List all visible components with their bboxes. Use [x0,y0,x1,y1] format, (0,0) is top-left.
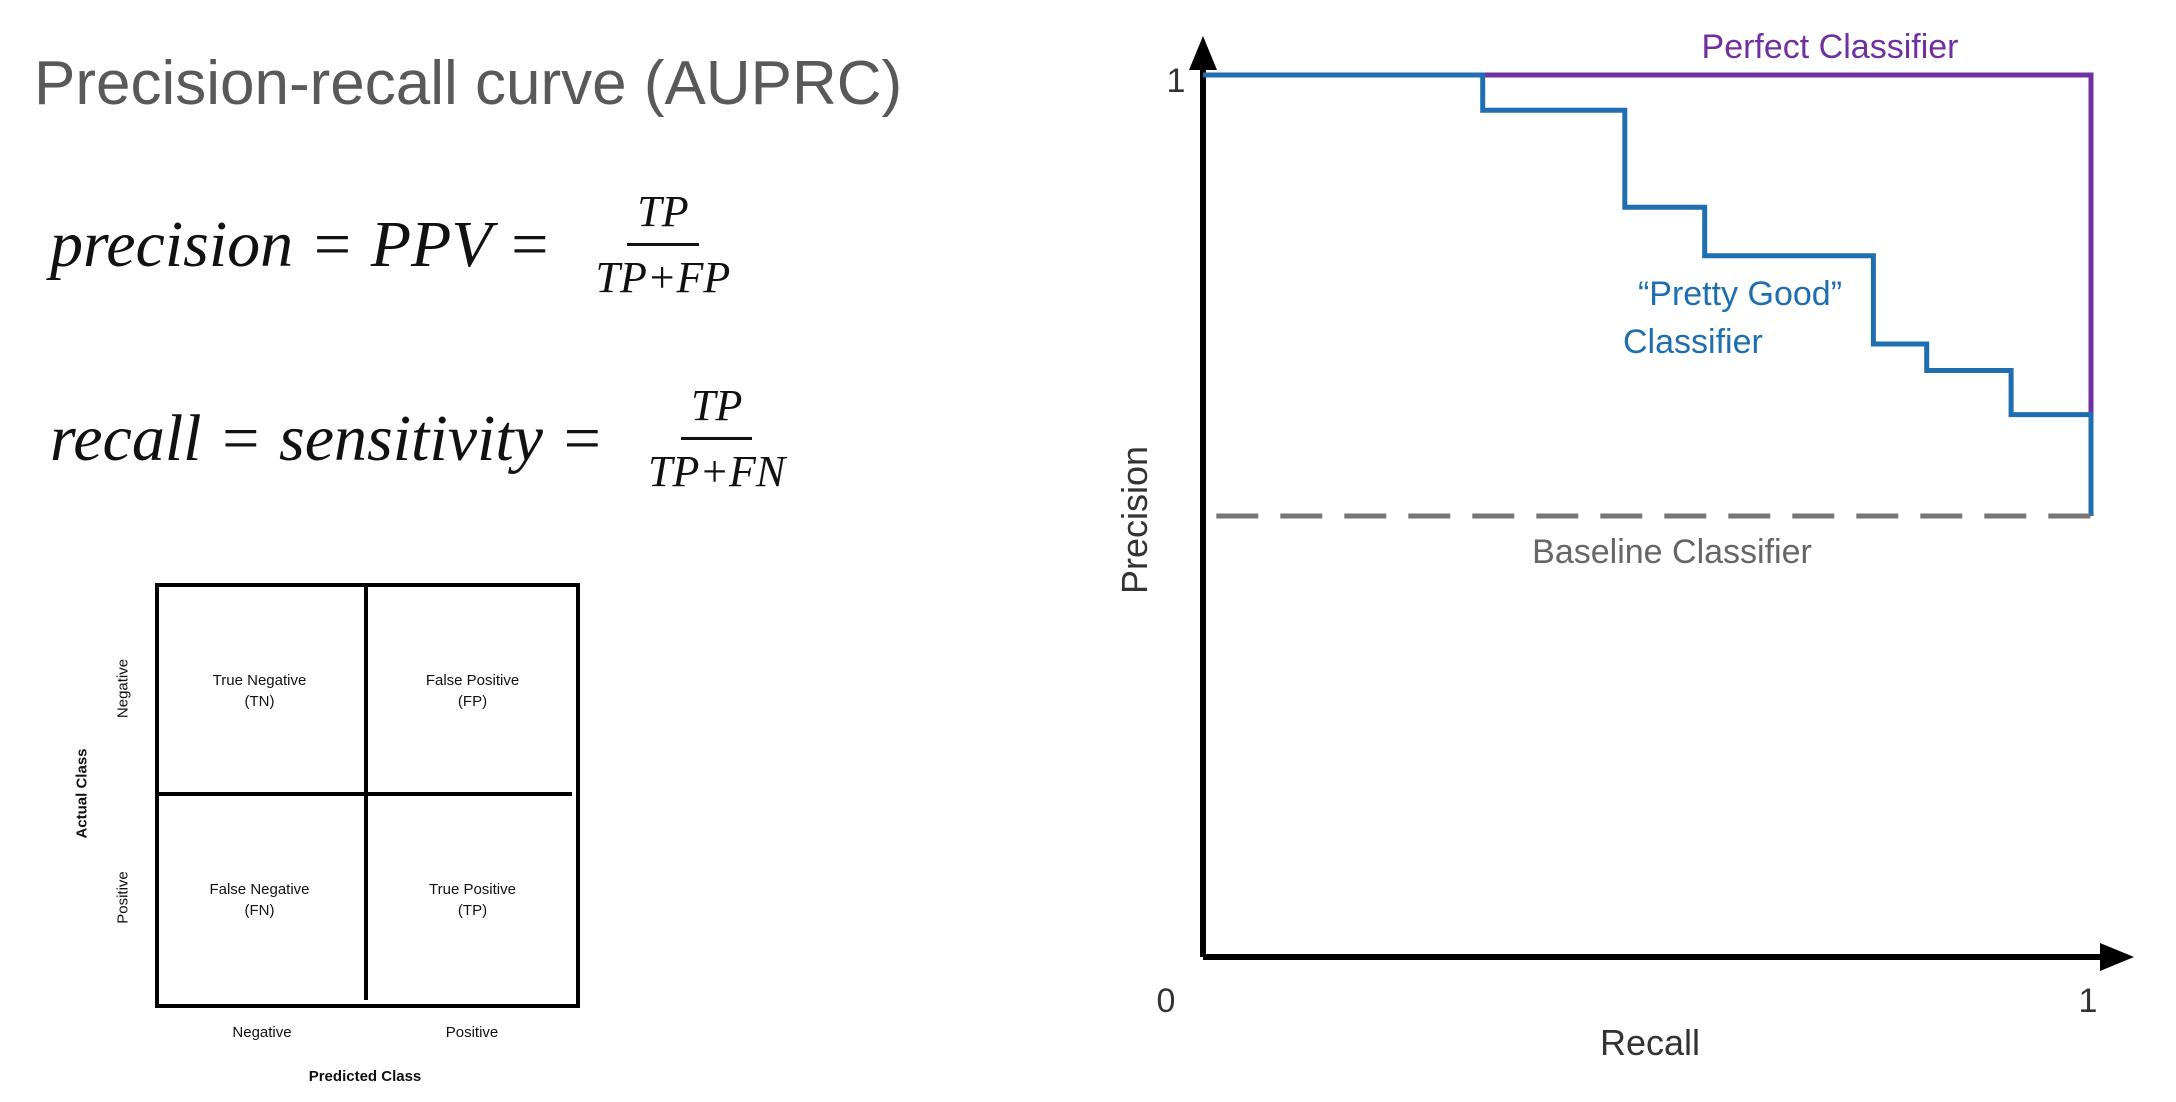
recall-fraction: TP TP+FN [638,380,795,497]
y-tick-label-1: 1 [1167,62,1186,100]
cell-false-positive-abbr: (FP) [457,693,488,710]
cell-false-positive-label: False Positive [425,672,520,689]
baseline-classifier-label: Baseline Classifier [1532,533,1812,571]
predicted-class-axis-title: Predicted Class [308,1068,422,1085]
pretty-good-classifier-line [1203,72,2094,516]
x-axis-title: Recall [1600,1022,1700,1063]
precision-fraction: TP TP+FP [586,186,741,303]
recall-formula: recall = sensitivity = TP TP+FN [50,380,795,497]
x-tick-label-0: 0 [1157,982,1176,1020]
recall-denominator: TP+FN [648,447,786,496]
confusion-matrix-divider-vertical [364,583,368,1000]
precision-numerator: TP [627,186,699,246]
recall-formula-lhs: recall = sensitivity = [50,401,605,475]
perfect-classifier-label: Perfect Classifier [1702,28,1959,66]
pretty-good-classifier-label-line1: “Pretty Good” [1638,275,1842,313]
col-label-positive: Positive [445,1024,499,1041]
precision-denominator: TP+FP [595,253,731,302]
recall-numerator: TP [680,380,753,440]
y-axis-arrowhead [1189,36,1217,70]
cell-false-positive: False Positive (FP) [370,670,575,712]
cell-false-negative-label: False Negative [209,881,310,898]
cell-false-negative: False Negative (FN) [157,879,362,921]
cell-true-positive: True Positive (TP) [370,879,575,921]
cell-true-negative-label: True Negative [212,672,307,689]
chart-series [1203,72,2094,519]
precision-formula-lhs: precision = PPV = [50,207,552,281]
x-axis-arrowhead [2100,943,2134,971]
x-tick-label-1: 1 [2079,982,2098,1020]
chart-axes [1189,36,2134,971]
cell-false-negative-abbr: (FN) [244,902,275,919]
cell-true-negative-abbr: (TN) [244,693,275,710]
y-axis-title: Precision [1114,446,1155,594]
confusion-matrix: True Negative (TN) False Positive (FP) F… [155,583,580,1008]
cell-true-positive-label: True Positive [429,881,516,898]
pretty-good-classifier-label-line2: Classifier [1623,323,1763,361]
cell-true-positive-abbr: (TP) [457,902,488,919]
cell-true-negative: True Negative (TN) [157,670,362,712]
precision-formula: precision = PPV = TP TP+FP [50,186,740,303]
chart-labels: 1 0 1 Recall Precision Perfect Classifier “Pre… [1114,28,2097,1063]
confusion-matrix-divider-horizontal [155,792,572,796]
page-title: Precision-recall curve (AUPRC) [34,49,903,118]
perfect-classifier-line [1203,72,2094,516]
col-label-negative: Negative [232,1024,292,1041]
